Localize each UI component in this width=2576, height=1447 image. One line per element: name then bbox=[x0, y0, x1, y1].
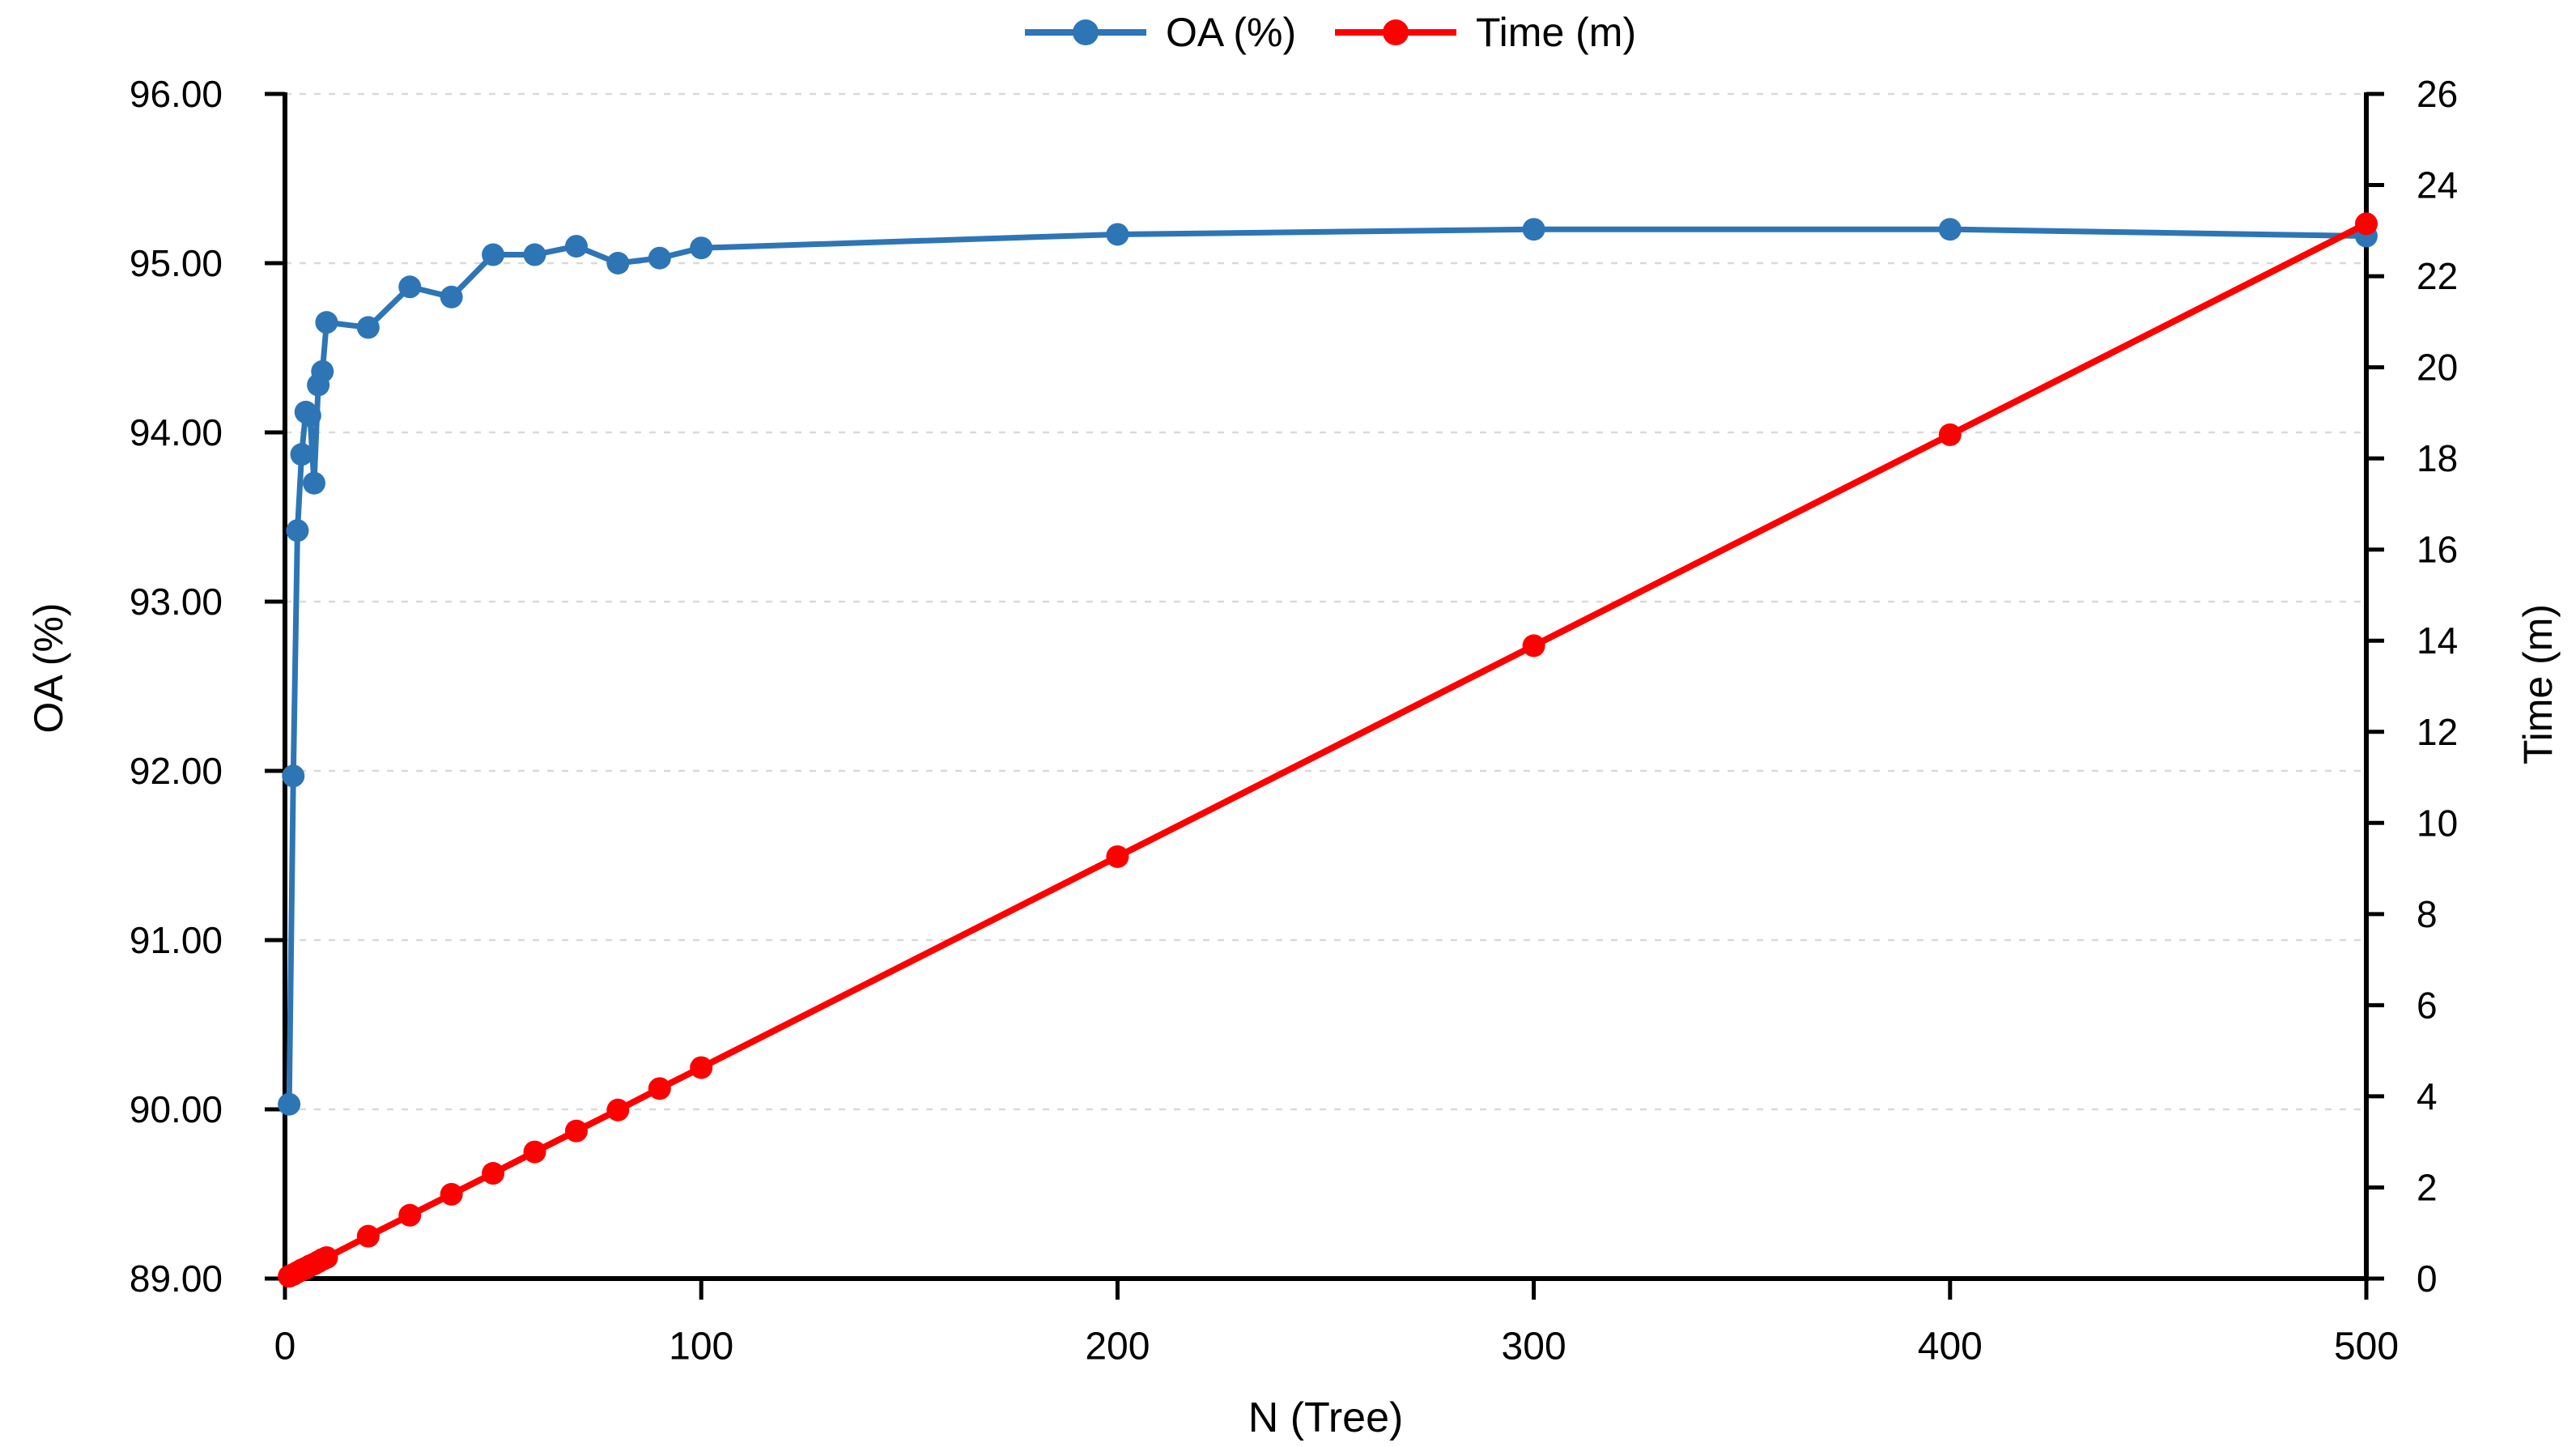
oa-data-point-marker bbox=[482, 243, 505, 266]
time-series-line bbox=[286, 220, 2370, 1280]
legend-item: Time (m) bbox=[1335, 10, 1636, 55]
x-axis-tick-label: 300 bbox=[1502, 1326, 1566, 1368]
left-axis-tick-label: 89.00 bbox=[130, 1258, 223, 1300]
x-axis-tick-label: 500 bbox=[2334, 1326, 2399, 1368]
time-data-point-marker bbox=[606, 1098, 630, 1121]
left-axis-title: OA (%) bbox=[26, 602, 71, 733]
right-axis-tick-label: 22 bbox=[2417, 255, 2458, 297]
left-axis-tick-label: 93.00 bbox=[130, 581, 223, 623]
time-data-point-marker bbox=[482, 1162, 505, 1185]
legend-item-label: Time (m) bbox=[1476, 10, 1636, 55]
right-axis-tick-label: 16 bbox=[2417, 529, 2458, 571]
legend: OA (%) Time (m) bbox=[1025, 10, 1636, 55]
x-axis-tick-label: 100 bbox=[669, 1326, 733, 1368]
oa-data-point-marker bbox=[1522, 218, 1545, 241]
time-data-point-marker bbox=[648, 1077, 671, 1100]
oa-series-line bbox=[286, 226, 2370, 1108]
legend-marker-icon bbox=[1073, 19, 1099, 45]
right-axis-tick-label: 4 bbox=[2417, 1075, 2438, 1117]
oa-data-point-marker bbox=[690, 236, 713, 260]
time-data-point-marker bbox=[356, 1224, 380, 1248]
time-data-point-marker bbox=[564, 1119, 588, 1143]
right-axis-tick-label: 8 bbox=[2417, 893, 2438, 935]
right-axis-tick-label: 26 bbox=[2417, 73, 2458, 115]
time-data-point-marker bbox=[523, 1140, 546, 1164]
time-data-point-marker bbox=[2355, 212, 2378, 236]
gridlines-group bbox=[285, 92, 2366, 1111]
time-series-group bbox=[278, 212, 2378, 1288]
oa-data-point-marker bbox=[1106, 223, 1129, 246]
right-axis-tick-label: 12 bbox=[2417, 711, 2458, 753]
time-data-point-marker bbox=[315, 1246, 338, 1270]
time-data-point-marker bbox=[690, 1056, 713, 1079]
right-axis-tick-label: 18 bbox=[2417, 437, 2458, 479]
right-axis-tick-label: 0 bbox=[2417, 1258, 2438, 1300]
right-axis-tick-label: 14 bbox=[2417, 619, 2458, 662]
x-axis-tick-label: 400 bbox=[1918, 1326, 1983, 1368]
x-axis-tick-label: 0 bbox=[274, 1326, 296, 1368]
oa-data-point-marker bbox=[356, 316, 380, 339]
left-axis-tick-label: 95.00 bbox=[130, 242, 223, 284]
left-axis-tick-label: 92.00 bbox=[130, 750, 223, 792]
oa-data-point-marker bbox=[311, 360, 334, 383]
right-axis-tick-label: 24 bbox=[2417, 164, 2458, 206]
left-axis-tick-label: 91.00 bbox=[130, 919, 223, 961]
right-axis-tick-label: 10 bbox=[2417, 802, 2458, 844]
right-axis-tick-label: 20 bbox=[2417, 347, 2458, 389]
left-axis-tick-label: 94.00 bbox=[130, 411, 223, 453]
legend-marker-icon bbox=[1383, 19, 1409, 45]
legend-item: OA (%) bbox=[1025, 10, 1296, 55]
oa-data-point-marker bbox=[523, 243, 546, 266]
left-axis-tick-label: 96.00 bbox=[130, 73, 223, 115]
right-axis-tick-label: 2 bbox=[2417, 1166, 2438, 1208]
x-axis-title: N (Tree) bbox=[1248, 1394, 1404, 1441]
oa-data-point-marker bbox=[564, 235, 588, 258]
time-data-point-marker bbox=[1522, 634, 1545, 658]
oa-data-point-marker bbox=[282, 764, 305, 788]
oa-data-point-marker bbox=[606, 252, 630, 275]
axis-labels-group: 89.00 90.00 91.00 92.00 93.00 94.00 95.00 96.00… bbox=[26, 73, 2561, 1441]
left-axis-tick-label: 90.00 bbox=[130, 1088, 223, 1130]
time-data-point-marker bbox=[398, 1203, 422, 1227]
oa-data-point-marker bbox=[286, 519, 309, 543]
right-axis-title: Time (m) bbox=[2515, 604, 2561, 764]
oa-data-point-marker bbox=[290, 443, 313, 466]
right-axis-tick-label: 6 bbox=[2417, 984, 2438, 1026]
oa-data-point-marker bbox=[440, 285, 463, 309]
oa-series-group bbox=[278, 218, 2378, 1116]
time-data-point-marker bbox=[1106, 845, 1129, 868]
time-data-point-marker bbox=[440, 1182, 463, 1206]
oa-data-point-marker bbox=[648, 246, 671, 270]
oa-data-point-marker bbox=[315, 311, 338, 334]
oa-data-point-marker bbox=[302, 471, 325, 495]
oa-data-point-marker bbox=[398, 275, 422, 299]
legend-item-label: OA (%) bbox=[1166, 10, 1296, 55]
x-axis-tick-label: 200 bbox=[1085, 1326, 1150, 1368]
oa-data-point-marker bbox=[298, 404, 321, 428]
oa-data-point-marker bbox=[1938, 218, 1962, 241]
axes-group bbox=[265, 92, 2384, 1300]
time-data-point-marker bbox=[1938, 423, 1962, 446]
oa-data-point-marker bbox=[278, 1092, 301, 1116]
